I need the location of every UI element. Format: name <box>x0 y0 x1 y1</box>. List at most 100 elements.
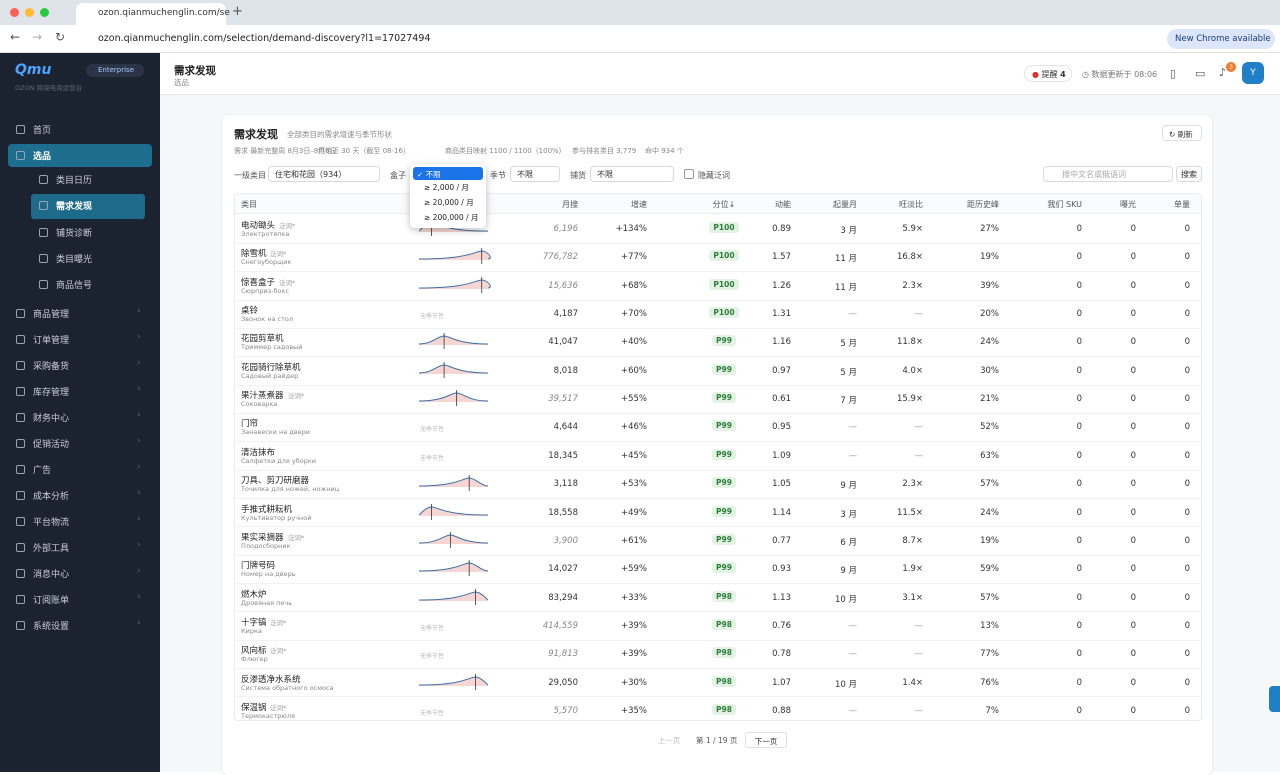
forward[interactable]: → <box>32 30 43 44</box>
column-header[interactable]: 动能 <box>775 200 791 209</box>
sparkline-part <box>419 563 488 573</box>
chat-icon[interactable]: ▭ <box>1195 67 1206 80</box>
alerts-label: 提醒 <box>1041 70 1058 79</box>
dropdown-option[interactable]: ≥ 2,000 / 月 <box>424 183 469 192</box>
category-name[interactable]: 电动锄头 <box>241 221 276 231</box>
category-name[interactable]: 花园骑行除草机 <box>241 362 301 373</box>
cell-from-peak: 19% <box>980 252 999 263</box>
refresh-button[interactable]: ↻ 刷新 <box>1162 125 1202 141</box>
cell-peak-ratio: 15.9× <box>896 394 923 405</box>
menu-item[interactable]: 平台物流 <box>33 517 70 528</box>
menu-chevron: › <box>137 305 141 316</box>
menu-item[interactable]: 采购备货 <box>33 361 70 372</box>
category-name[interactable]: 除雪机 <box>241 249 267 260</box>
category-name[interactable]: 燃木炉 <box>241 589 267 600</box>
close-dot[interactable] <box>10 8 19 17</box>
menu-item[interactable]: 财务中心 <box>33 413 70 424</box>
data-updated-text: 数据更新于 08:06 <box>1091 70 1158 79</box>
cell-growth: +53% <box>620 479 647 490</box>
search-input[interactable]: 搜中文名或俄语词 <box>1043 166 1173 182</box>
checkbox[interactable] <box>684 169 694 179</box>
submenu-item[interactable]: 需求发现 <box>56 202 93 213</box>
dropdown-option[interactable]: ≥ 20,000 / 月 <box>424 198 474 207</box>
menu-item[interactable]: 外部工具 <box>33 543 70 554</box>
dropdown-option[interactable]: ≥ 200,000 / 月 <box>424 213 479 222</box>
url[interactable]: ozon.qianmuchenglin.com/selection/demand… <box>98 33 431 44</box>
category-select[interactable]: 住宅和花园（934） <box>268 166 380 182</box>
avatar[interactable]: Y <box>1242 62 1264 84</box>
category-name[interactable]: 惊喜盒子 <box>241 277 276 288</box>
percentile-badge: P99 <box>684 477 764 489</box>
breadcrumb[interactable]: 选品 <box>174 78 189 87</box>
column-header[interactable]: 曝光 <box>1120 200 1136 209</box>
category-name[interactable]: 清洁抹布 <box>241 447 276 458</box>
column-header[interactable]: 起量月 <box>833 200 857 209</box>
category-name[interactable]: 果实采摘器 <box>241 532 284 543</box>
stock-select[interactable]: 不限 <box>590 166 674 182</box>
category-name[interactable]: 花园剪草机 <box>241 334 284 345</box>
category-name[interactable]: 手推式耕耘机 <box>241 504 293 515</box>
menu-item[interactable]: 选品 <box>33 152 52 162</box>
category-name[interactable]: 门帘 <box>241 419 259 430</box>
menu-item[interactable]: 首页 <box>33 126 52 136</box>
cell-peak-month: 7 月 <box>840 396 857 407</box>
side-widget[interactable] <box>1269 686 1280 712</box>
menu-item[interactable]: 促销活动 <box>33 439 70 450</box>
percentile-badge: P100 <box>684 278 764 290</box>
new-tab[interactable]: + <box>232 4 243 19</box>
menu-item[interactable]: 成本分析 <box>33 491 70 502</box>
update-button[interactable]: New Chrome available <box>1167 29 1275 49</box>
column-header[interactable]: 距历史峰 <box>967 200 999 209</box>
submenu-item[interactable]: 类目曝光 <box>56 254 93 265</box>
menu-item[interactable]: 消息中心 <box>33 569 70 580</box>
max-dot[interactable] <box>40 8 49 17</box>
menu-item[interactable]: 订阅账单 <box>33 595 70 606</box>
prev-page[interactable]: 上一页 <box>657 736 681 745</box>
cell-peak-ratio: 4.0× <box>902 365 923 376</box>
column-header[interactable]: 单量 <box>1174 200 1190 209</box>
cell-momentum: 1.09 <box>772 450 791 461</box>
docs-icon[interactable]: ▯ <box>1170 67 1177 80</box>
category-name[interactable]: 刀具、剪刀研磨器 <box>241 476 310 487</box>
submenu-item[interactable]: 铺货诊断 <box>56 228 93 239</box>
column-header[interactable]: 月搜 <box>562 200 578 209</box>
menu-item[interactable]: 广告 <box>33 465 52 476</box>
search-button[interactable]: 搜索 <box>1176 166 1202 182</box>
next-page[interactable]: 下一页 <box>745 732 787 748</box>
cell-peak-ratio: — <box>914 422 924 433</box>
category-name[interactable]: 果汁蒸煮器 <box>241 391 284 402</box>
category-name[interactable]: 十字镐 <box>241 617 267 628</box>
category-name[interactable]: 门牌号码 <box>241 561 276 572</box>
row-divider <box>235 611 1201 613</box>
badge: P98 <box>712 675 736 687</box>
submenu-item[interactable]: 商品信号 <box>56 281 93 292</box>
percentile-badge: P98 <box>684 675 764 687</box>
season-select[interactable]: 不限 <box>510 166 560 182</box>
column-header[interactable]: 旺淡比 <box>899 200 923 209</box>
column-header[interactable]: 分位↓ <box>712 200 736 209</box>
bell-icon[interactable]: ♪ <box>1219 66 1227 79</box>
column-header[interactable]: 我们 SKU <box>1047 200 1082 209</box>
cell-from-peak: 24% <box>980 337 999 348</box>
back[interactable]: ← <box>10 30 21 44</box>
category-name[interactable]: 桌铃 <box>241 306 259 317</box>
cell-sku: 0 <box>1076 309 1082 320</box>
active-tab[interactable]: ozon.qianmuchenglin.com/se <box>76 3 230 25</box>
menu-item[interactable]: 系统设置 <box>33 621 70 632</box>
dropdown-option-selected[interactable]: ✓ 不限 <box>413 167 483 180</box>
cell-from-peak: 76% <box>980 677 999 688</box>
cell-from-peak: 21% <box>980 394 999 405</box>
category-name[interactable]: 保温锅 <box>241 702 267 713</box>
menu-item[interactable]: 商品管理 <box>33 309 70 320</box>
submenu-item[interactable]: 类目日历 <box>56 176 93 186</box>
column-header[interactable]: 增速 <box>631 200 647 209</box>
category-name[interactable]: 反渗透净水系统 <box>241 674 301 685</box>
menu-item[interactable]: 订单管理 <box>33 335 70 346</box>
cell-orders: 0 <box>1184 309 1190 320</box>
menu-item[interactable]: 库存管理 <box>33 387 70 398</box>
category-name[interactable]: 风向标 <box>241 646 267 657</box>
alerts[interactable]: ● 提醒 4 <box>1024 65 1072 82</box>
min-dot[interactable] <box>25 8 34 17</box>
menu-chevron: › <box>137 617 141 628</box>
reload[interactable]: ↻ <box>55 30 66 44</box>
